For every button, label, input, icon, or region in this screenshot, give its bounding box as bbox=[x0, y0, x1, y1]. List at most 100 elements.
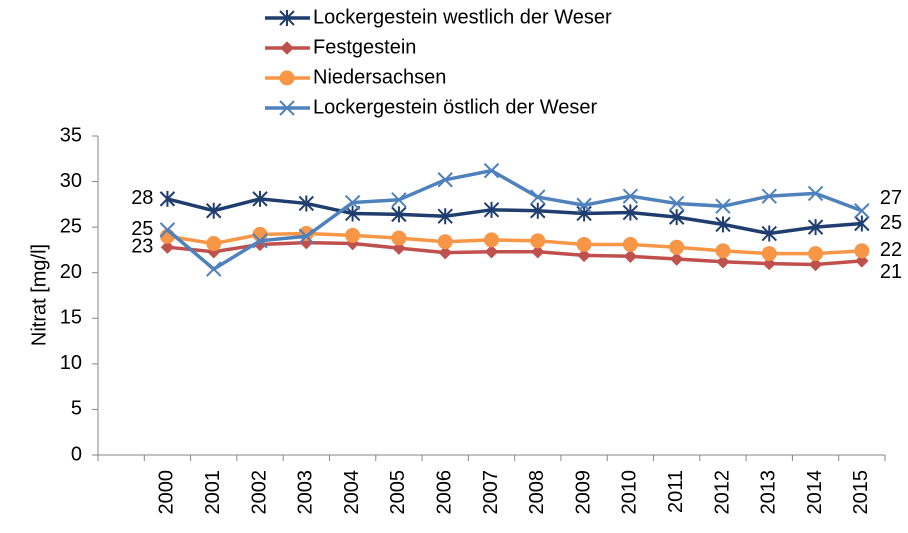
marker bbox=[279, 10, 295, 26]
series: 23 21 bbox=[131, 235, 902, 283]
series-line bbox=[167, 240, 862, 267]
y-tick-label: 30 bbox=[60, 170, 82, 192]
marker bbox=[437, 208, 453, 225]
marker bbox=[483, 162, 500, 179]
series-line bbox=[167, 197, 862, 236]
x-tick-label: 2009 bbox=[572, 470, 594, 515]
marker bbox=[531, 245, 545, 259]
marker bbox=[484, 232, 499, 248]
marker bbox=[669, 239, 685, 255]
marker bbox=[854, 215, 870, 232]
marker bbox=[392, 241, 406, 255]
marker bbox=[298, 195, 315, 212]
x-tick-label: 2001 bbox=[202, 470, 224, 515]
marker bbox=[159, 222, 176, 238]
y-tick-label: 20 bbox=[60, 261, 82, 283]
marker bbox=[762, 256, 776, 271]
marker bbox=[298, 228, 315, 244]
marker bbox=[622, 236, 638, 252]
marker bbox=[530, 233, 546, 249]
x-tick-label: 2013 bbox=[758, 470, 780, 515]
y-tick-label: 0 bbox=[71, 443, 82, 465]
marker bbox=[622, 204, 639, 221]
marker bbox=[576, 236, 592, 252]
y-tick-label: 35 bbox=[60, 124, 82, 146]
marker bbox=[206, 236, 222, 252]
data-label: 23 bbox=[131, 235, 153, 257]
marker bbox=[483, 201, 500, 218]
x-tick-label: 2015 bbox=[850, 470, 872, 515]
x-tick-label: 2010 bbox=[619, 470, 641, 515]
marker bbox=[716, 255, 730, 269]
x-tick-label: 2008 bbox=[526, 470, 548, 515]
marker bbox=[623, 249, 638, 264]
marker bbox=[484, 245, 499, 259]
y-axis-label: Nitrat [mg/l] bbox=[28, 244, 50, 346]
marker bbox=[391, 206, 407, 223]
marker bbox=[160, 240, 175, 254]
x-tick-label: 2005 bbox=[387, 470, 409, 515]
data-label: 25 bbox=[880, 212, 902, 234]
series-line bbox=[166, 168, 863, 272]
marker bbox=[622, 188, 639, 204]
y-tick-label: 10 bbox=[60, 352, 82, 374]
marker bbox=[807, 185, 824, 202]
marker bbox=[761, 246, 777, 262]
marker bbox=[576, 197, 592, 213]
series-line bbox=[167, 231, 862, 256]
legend-label: Lockergestein östlich der Weser bbox=[313, 96, 598, 118]
marker bbox=[252, 233, 268, 249]
marker bbox=[761, 188, 777, 204]
marker bbox=[715, 243, 731, 259]
x-tick-label: 2000 bbox=[156, 470, 178, 515]
marker bbox=[715, 216, 731, 233]
y-tick-label: 25 bbox=[60, 215, 82, 237]
marker bbox=[577, 248, 591, 263]
x-tick-label: 2011 bbox=[665, 470, 687, 513]
marker bbox=[715, 198, 731, 214]
marker bbox=[437, 234, 453, 250]
legend-label: Lockergestein westlich der Weser bbox=[313, 6, 612, 28]
x-tick-label: 2002 bbox=[248, 470, 270, 515]
x-tick-label: 2007 bbox=[480, 470, 502, 515]
marker bbox=[438, 245, 452, 260]
marker bbox=[807, 219, 824, 236]
legend-label: Festgestein bbox=[313, 36, 416, 58]
marker bbox=[669, 252, 684, 266]
marker bbox=[391, 192, 407, 208]
marker bbox=[668, 195, 685, 212]
marker bbox=[854, 243, 870, 259]
marker bbox=[206, 202, 222, 219]
marker bbox=[252, 190, 268, 207]
series: 22 bbox=[159, 226, 902, 262]
marker bbox=[159, 190, 176, 207]
marker bbox=[530, 202, 546, 219]
data-label: 27 bbox=[880, 187, 902, 209]
x-tick-label: 2004 bbox=[341, 470, 363, 515]
x-tick-label: 2003 bbox=[295, 470, 317, 515]
marker bbox=[761, 225, 777, 242]
marker bbox=[530, 189, 546, 205]
marker bbox=[206, 261, 222, 277]
marker bbox=[279, 100, 295, 116]
marker bbox=[280, 41, 294, 55]
x-tick-label: 2006 bbox=[433, 470, 455, 515]
x-tick-label: 2014 bbox=[804, 470, 826, 515]
marker bbox=[668, 209, 685, 226]
data-label: 25 bbox=[131, 218, 153, 240]
marker bbox=[279, 70, 295, 86]
legend-label: Niedersachsen bbox=[313, 66, 446, 88]
x-tick-label: 2012 bbox=[711, 470, 733, 515]
marker bbox=[854, 203, 870, 219]
marker bbox=[855, 254, 869, 268]
marker bbox=[344, 194, 361, 211]
marker bbox=[345, 227, 361, 243]
y-tick-label: 5 bbox=[71, 398, 82, 420]
series: 25 27 bbox=[131, 162, 902, 277]
marker bbox=[344, 205, 361, 222]
y-tick-label: 15 bbox=[60, 307, 82, 329]
data-label: 21 bbox=[880, 261, 902, 283]
marker bbox=[437, 172, 453, 188]
marker bbox=[391, 230, 407, 246]
